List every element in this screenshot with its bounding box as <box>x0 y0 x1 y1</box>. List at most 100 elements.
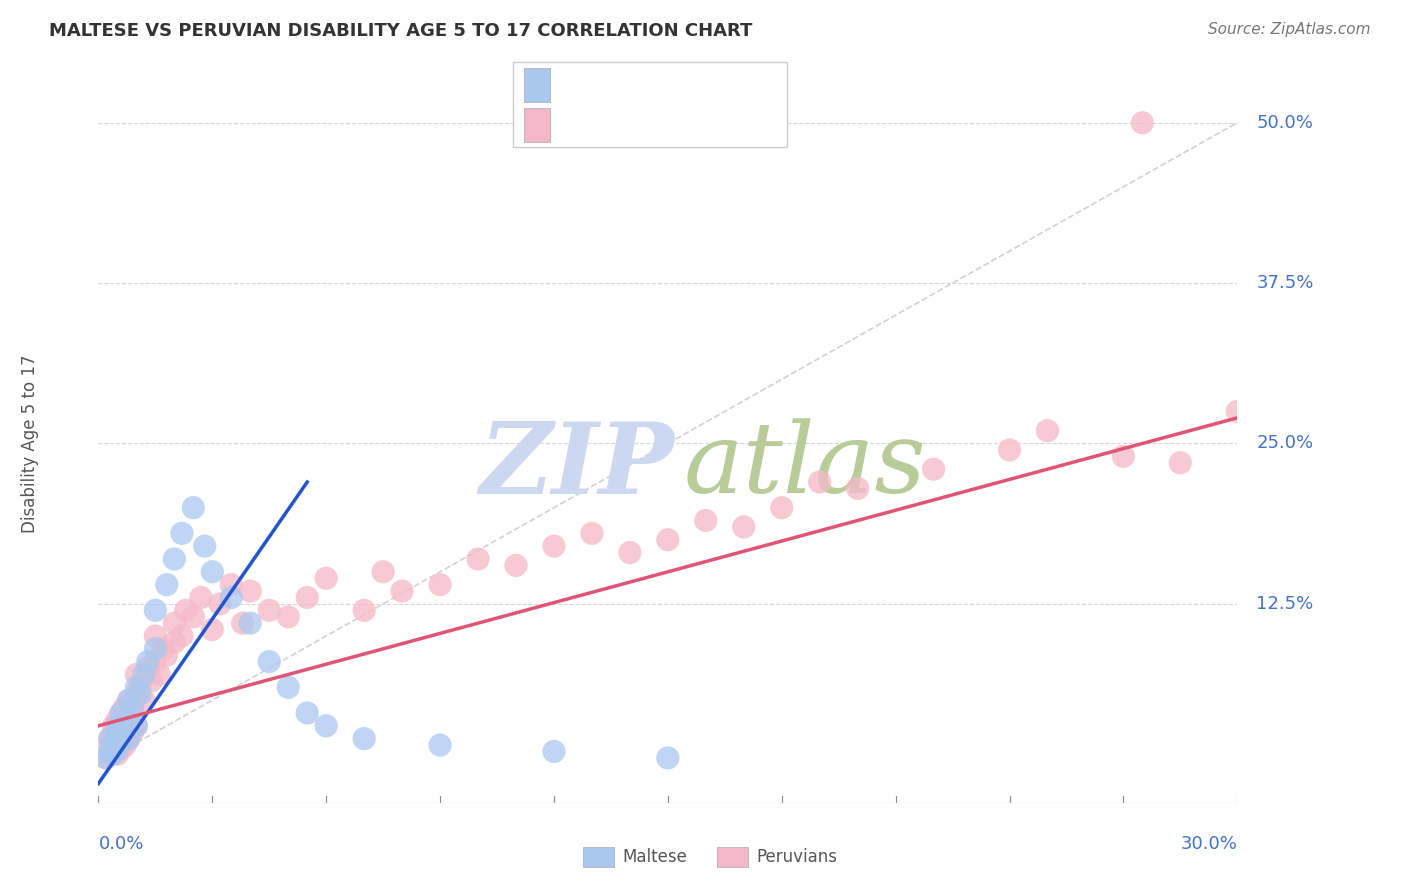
Point <box>114 738 136 752</box>
Point <box>429 577 451 591</box>
Point <box>107 719 129 733</box>
Point <box>103 725 125 739</box>
Text: Disability Age 5 to 17: Disability Age 5 to 17 <box>21 354 39 533</box>
Point <box>136 661 159 675</box>
Point <box>998 442 1021 457</box>
Point <box>110 722 132 736</box>
Point <box>190 591 212 605</box>
Point <box>107 725 129 739</box>
Point <box>121 699 143 714</box>
Point <box>107 747 129 761</box>
Text: Source: ZipAtlas.com: Source: ZipAtlas.com <box>1208 22 1371 37</box>
Point <box>110 706 132 720</box>
Point <box>114 719 136 733</box>
Text: MALTESE VS PERUVIAN DISABILITY AGE 5 TO 17 CORRELATION CHART: MALTESE VS PERUVIAN DISABILITY AGE 5 TO … <box>49 22 752 40</box>
Text: ZIP: ZIP <box>479 418 675 515</box>
Text: R =  0.645   N = 69: R = 0.645 N = 69 <box>558 116 734 134</box>
Text: R =  0.691   N = 37: R = 0.691 N = 37 <box>558 77 734 95</box>
Point <box>132 693 155 707</box>
Point <box>103 744 125 758</box>
Point <box>145 655 167 669</box>
Point <box>201 565 224 579</box>
Point <box>163 635 186 649</box>
Point <box>114 699 136 714</box>
Point <box>277 609 299 624</box>
Point <box>163 552 186 566</box>
Point <box>98 738 121 752</box>
Point <box>315 719 337 733</box>
Point <box>315 571 337 585</box>
Point <box>125 719 148 733</box>
Point <box>110 742 132 756</box>
Point <box>163 616 186 631</box>
Point <box>183 609 205 624</box>
Point <box>118 693 141 707</box>
Point <box>125 667 148 681</box>
Point <box>239 616 262 631</box>
Point <box>118 712 141 726</box>
Point <box>129 687 152 701</box>
Point <box>733 520 755 534</box>
Point <box>543 539 565 553</box>
Point <box>1226 404 1249 418</box>
Point <box>259 603 281 617</box>
Point <box>808 475 831 489</box>
Point <box>221 577 243 591</box>
Point <box>657 751 679 765</box>
Point <box>103 719 125 733</box>
Text: 30.0%: 30.0% <box>1181 835 1237 853</box>
Point <box>467 552 489 566</box>
Point <box>94 751 117 765</box>
Point <box>194 539 217 553</box>
Point <box>922 462 945 476</box>
Point <box>110 734 132 748</box>
Point <box>107 742 129 756</box>
Point <box>259 655 281 669</box>
Text: Peruvians: Peruvians <box>756 848 838 866</box>
Point <box>118 731 141 746</box>
Text: 25.0%: 25.0% <box>1257 434 1313 452</box>
Point <box>129 681 152 695</box>
Point <box>353 731 375 746</box>
Point <box>125 681 148 695</box>
Text: Maltese: Maltese <box>623 848 688 866</box>
Point <box>148 667 170 681</box>
Point <box>156 648 179 663</box>
Point <box>98 744 121 758</box>
Point <box>98 747 121 761</box>
Point <box>297 706 319 720</box>
Point <box>1132 116 1154 130</box>
Text: 0.0%: 0.0% <box>98 835 143 853</box>
Point <box>619 545 641 559</box>
Point <box>505 558 527 573</box>
Point <box>208 597 231 611</box>
Point <box>1036 424 1059 438</box>
Point <box>125 719 148 733</box>
Point <box>170 629 193 643</box>
Point <box>98 731 121 746</box>
Text: 37.5%: 37.5% <box>1257 274 1313 292</box>
Point <box>152 641 174 656</box>
Point <box>118 731 141 746</box>
Point <box>145 603 167 617</box>
Point <box>136 655 159 669</box>
Point <box>543 744 565 758</box>
Point <box>1170 456 1192 470</box>
Point <box>183 500 205 515</box>
Point <box>118 693 141 707</box>
Point <box>353 603 375 617</box>
Point <box>94 751 117 765</box>
Point <box>239 584 262 599</box>
Point <box>141 673 163 688</box>
Point <box>297 591 319 605</box>
Point <box>371 565 394 579</box>
Point <box>103 738 125 752</box>
Point <box>125 687 148 701</box>
Point <box>145 629 167 643</box>
Point <box>156 577 179 591</box>
Point <box>232 616 254 631</box>
Point <box>581 526 603 541</box>
Point <box>429 738 451 752</box>
Point <box>107 712 129 726</box>
Point <box>695 514 717 528</box>
